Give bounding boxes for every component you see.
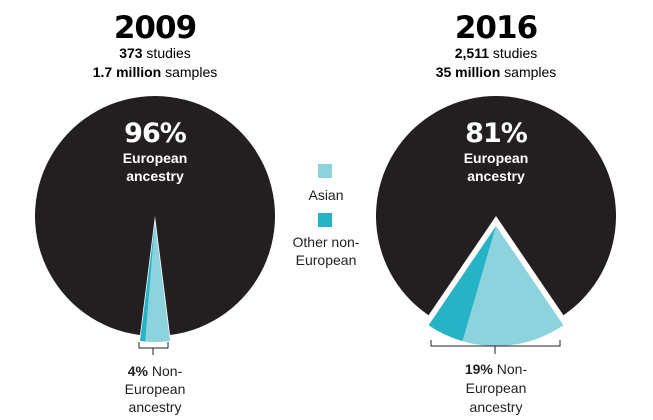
note-line1-2016: 19% Non-	[465, 361, 528, 377]
slice-2009-asian	[145, 222, 171, 342]
main-label1-2009: European	[123, 150, 188, 166]
note-line2-2009: European	[125, 381, 186, 397]
main-label1-2016: European	[464, 150, 529, 166]
main-label2-2009: ancestry	[126, 168, 184, 184]
pie-2009: 2009 373 studies 1.7 million samples 96%…	[35, 10, 276, 415]
note-line1-2009: 4% Non-	[128, 363, 183, 379]
note-line3-2016: ancestry	[470, 399, 523, 415]
main-label2-2016: ancestry	[467, 168, 525, 184]
legend-label-asian: Asian	[308, 187, 343, 203]
samples-label-2009: 1.7 million samples	[93, 64, 218, 80]
legend-label-other-line2: European	[296, 252, 357, 268]
slice-2016-other-non-european	[428, 226, 496, 342]
bracket-2009	[138, 342, 169, 355]
year-title-2009: 2009	[114, 10, 196, 46]
main-pct-2016: 81%	[465, 118, 528, 149]
year-title-2016: 2016	[455, 10, 537, 46]
slice-2016-european	[376, 96, 617, 316]
bracket-2016	[430, 340, 561, 354]
pie-2016: 2016 2,511 studies 35 million samples 81…	[376, 10, 617, 415]
slice-2009-european	[35, 95, 276, 336]
legend-swatch-other-non-european	[318, 213, 332, 227]
samples-label-2016: 35 million samples	[436, 64, 557, 80]
legend-swatch-asian	[318, 164, 332, 178]
note-line2-2016: European	[466, 380, 527, 396]
legend-label-other-line1: Other non-	[293, 234, 360, 250]
studies-label-2016: 2,511 studies	[455, 45, 538, 61]
main-pct-2009: 96%	[124, 118, 187, 149]
note-line3-2009: ancestry	[129, 399, 182, 415]
legend: Asian Other non- European	[293, 164, 360, 268]
slice-2016-asian	[462, 226, 564, 347]
studies-label-2009: 373 studies	[119, 45, 191, 61]
slice-2009-other-non-european	[139, 222, 155, 342]
